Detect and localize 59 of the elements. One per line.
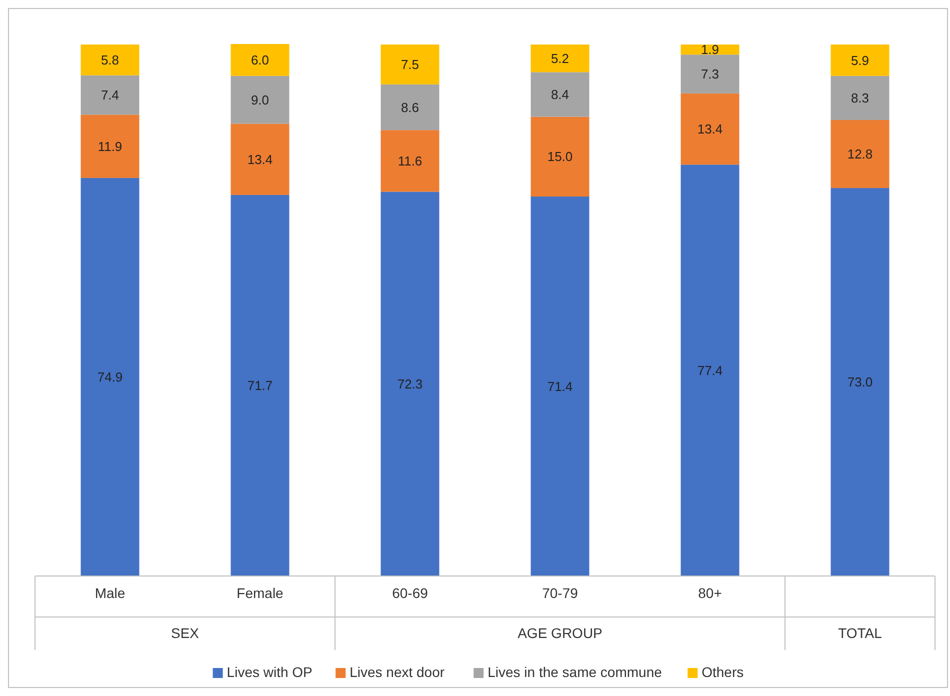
text: TOTAL xyxy=(838,625,882,641)
data-label: 7.5 xyxy=(400,57,420,72)
data-label: 9.0 xyxy=(250,92,270,108)
bar xyxy=(380,130,440,192)
x-tick-label: Female xyxy=(236,585,284,601)
data-label: 12.8 xyxy=(847,146,873,162)
bar xyxy=(230,124,290,195)
legend-label: Others xyxy=(702,664,744,680)
bar xyxy=(530,196,590,576)
data-label: 71.4 xyxy=(547,378,573,394)
bar xyxy=(830,188,890,576)
text: SEX xyxy=(170,625,200,641)
bar xyxy=(830,76,890,120)
bar xyxy=(230,76,290,124)
bar xyxy=(380,192,440,576)
data-label: 71.7 xyxy=(247,378,273,394)
x-tick-label: 80+ xyxy=(698,585,722,601)
data-label: 73.0 xyxy=(847,374,873,390)
bar xyxy=(80,114,140,178)
data-label: 7.4 xyxy=(100,88,120,103)
data-label: 7.3 xyxy=(700,66,720,82)
x-tick-label: 60-69 xyxy=(392,585,428,601)
data-label: 74.9 xyxy=(97,370,123,385)
bar xyxy=(830,120,890,188)
x-tick-label: Male xyxy=(94,585,126,601)
bar xyxy=(230,194,290,576)
data-label: 5.9 xyxy=(850,52,870,68)
data-label: 8.6 xyxy=(400,100,420,115)
data-label: 11.9 xyxy=(98,138,122,154)
data-label: 5.8 xyxy=(100,52,120,68)
x-tick-label: 70-79 xyxy=(542,585,578,601)
data-label: 11.6 xyxy=(398,153,422,168)
data-label: 8.4 xyxy=(550,87,570,102)
data-label: 13.4 xyxy=(697,122,723,137)
data-label: 77.4 xyxy=(697,362,723,378)
bar xyxy=(680,164,740,576)
bar xyxy=(230,44,290,76)
data-label: 5.2 xyxy=(550,50,570,66)
data-label: 72.3 xyxy=(397,376,423,392)
bar xyxy=(80,75,140,115)
legend-label: Lives with OP xyxy=(226,664,312,680)
legend-label: Lives next door xyxy=(350,664,445,680)
data-label: 8.3 xyxy=(850,90,870,106)
data-label: 1.9 xyxy=(700,42,720,58)
text: AGE GROUP xyxy=(518,625,602,641)
bar xyxy=(380,84,440,130)
bar xyxy=(380,44,440,84)
bar xyxy=(80,178,140,576)
bar xyxy=(680,93,740,165)
bar xyxy=(830,44,890,76)
bar xyxy=(680,54,740,94)
bar xyxy=(530,44,590,72)
data-label: 15.0 xyxy=(547,149,573,164)
legend-label: Lives in the same commune xyxy=(488,664,662,680)
data-label: 13.4 xyxy=(247,152,273,167)
data-label: 6.0 xyxy=(250,52,270,68)
bar xyxy=(530,72,590,117)
bar xyxy=(80,44,140,76)
bar xyxy=(530,116,590,197)
